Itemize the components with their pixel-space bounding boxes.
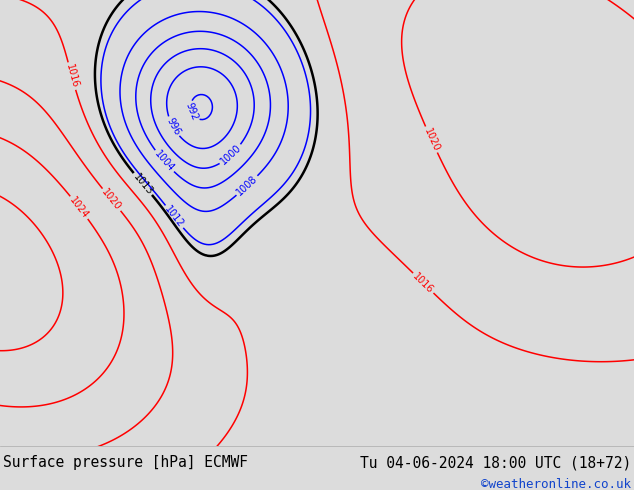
Text: 1012: 1012	[163, 204, 186, 229]
Text: 992: 992	[184, 101, 200, 122]
Text: 1020: 1020	[422, 126, 441, 153]
Text: 1016: 1016	[411, 271, 436, 295]
Text: 1013: 1013	[434, 474, 461, 490]
Text: 996: 996	[164, 116, 182, 137]
Text: 1016: 1016	[64, 63, 80, 89]
Text: 1008: 1008	[235, 174, 259, 197]
Text: 1013: 1013	[131, 172, 155, 196]
Text: 1000: 1000	[219, 143, 243, 167]
Text: 1024: 1024	[68, 195, 91, 220]
Text: Tu 04-06-2024 18:00 UTC (18+72): Tu 04-06-2024 18:00 UTC (18+72)	[359, 455, 631, 470]
Text: 1004: 1004	[152, 149, 176, 174]
Text: Surface pressure [hPa] ECMWF: Surface pressure [hPa] ECMWF	[3, 455, 248, 470]
Text: ©weatheronline.co.uk: ©weatheronline.co.uk	[481, 478, 631, 490]
Text: 1020: 1020	[100, 187, 123, 213]
